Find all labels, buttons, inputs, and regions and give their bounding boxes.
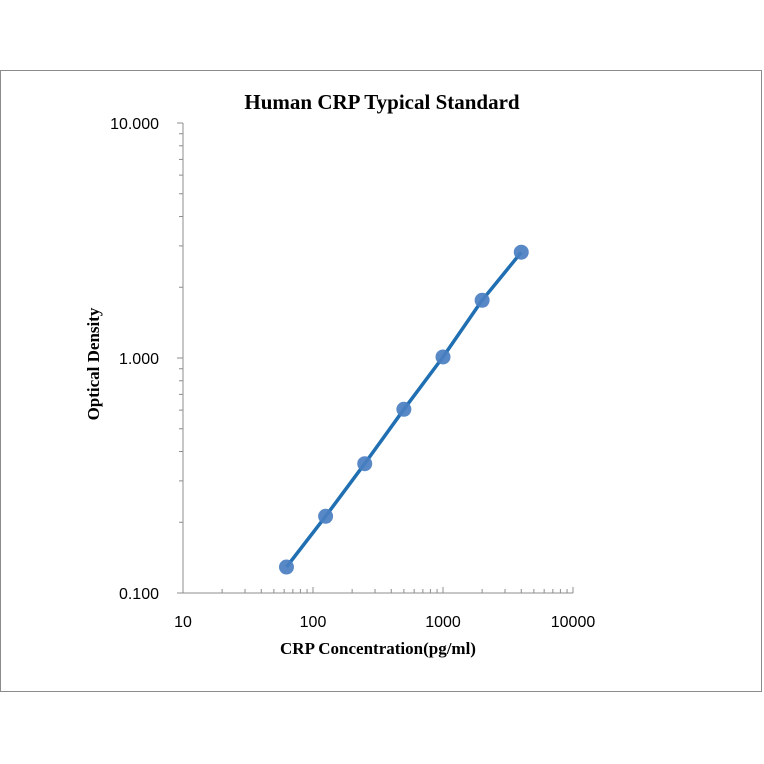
data-point (396, 401, 412, 417)
data-point (474, 292, 490, 308)
data-point (435, 349, 451, 365)
y-axis-label: Optical Density (84, 307, 103, 420)
y-tick-label: 1.000 (119, 351, 159, 368)
x-tick-label: 1000 (425, 614, 461, 631)
ticks: 10.000 1.000 0.100 10 100 1000 10000 (110, 116, 595, 631)
y-tick-label: 0.100 (119, 586, 159, 603)
series (278, 244, 529, 575)
data-point (278, 559, 294, 575)
data-point (513, 244, 529, 260)
x-axis-label: CRP Concentration(pg/ml) (280, 639, 476, 658)
x-tick-label: 100 (300, 614, 327, 631)
x-tick-label: 10000 (551, 614, 596, 631)
y-tick-label: 10.000 (110, 116, 159, 133)
data-point (318, 508, 334, 524)
chart-frame (0, 70, 762, 692)
data-point (357, 456, 373, 472)
axes (182, 123, 573, 594)
x-tick-label: 10 (174, 614, 192, 631)
chart-title: Human CRP Typical Standard (244, 90, 520, 114)
